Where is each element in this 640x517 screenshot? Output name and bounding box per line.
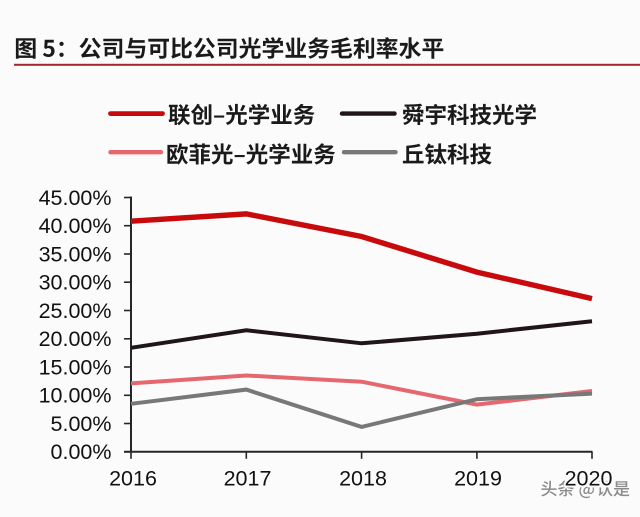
svg-text:2019: 2019 bbox=[454, 467, 502, 491]
svg-text:15.00%: 15.00% bbox=[39, 355, 112, 379]
svg-text:30.00%: 30.00% bbox=[39, 271, 112, 295]
svg-text:2018: 2018 bbox=[339, 467, 387, 491]
svg-text:40.00%: 40.00% bbox=[39, 214, 112, 238]
svg-text:25.00%: 25.00% bbox=[39, 299, 112, 323]
svg-text:35.00%: 35.00% bbox=[39, 242, 112, 266]
svg-text:5.00%: 5.00% bbox=[51, 412, 112, 436]
svg-text:20.00%: 20.00% bbox=[39, 327, 112, 351]
svg-text:2020: 2020 bbox=[565, 467, 613, 491]
svg-text:2017: 2017 bbox=[224, 467, 272, 491]
svg-text:0.00%: 0.00% bbox=[51, 440, 112, 464]
svg-text:10.00%: 10.00% bbox=[39, 384, 112, 408]
svg-text:2016: 2016 bbox=[109, 467, 157, 491]
svg-text:45.00%: 45.00% bbox=[39, 186, 112, 210]
